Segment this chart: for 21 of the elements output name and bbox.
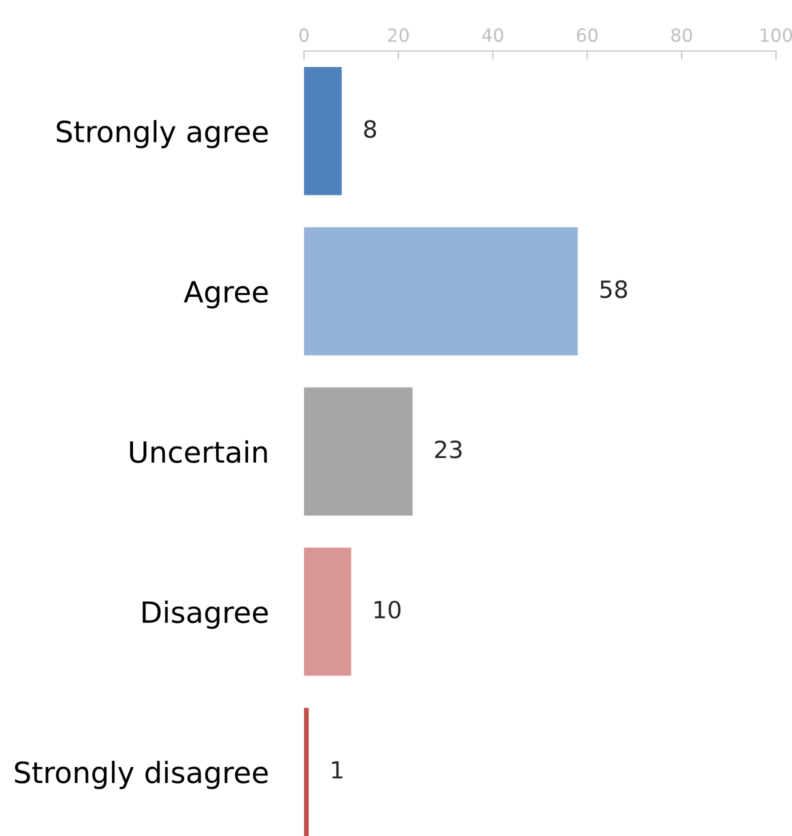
bar (304, 227, 578, 356)
y-tick-label: Strongly disagree (15, 760, 268, 790)
bar (304, 387, 413, 516)
x-tick-label: 60 (576, 28, 598, 42)
y-tick-label: Disagree (142, 600, 268, 629)
y-tick-label: Strongly agree (56, 120, 268, 148)
bar (304, 708, 309, 836)
x-tick-label: 100 (760, 28, 792, 42)
x-tick-label: 0 (299, 28, 309, 42)
y-tick-label: Agree (184, 281, 268, 308)
data-label: 10 (374, 600, 401, 619)
data-label: 8 (364, 120, 376, 138)
y-tick-label: Uncertain (130, 440, 267, 464)
data-label: 1 (332, 761, 342, 778)
bar (304, 67, 342, 196)
data-label: 23 (435, 440, 462, 458)
x-tick-label: 80 (671, 28, 692, 42)
bar (304, 548, 352, 676)
x-tick-label: 20 (388, 28, 409, 42)
data-label: 58 (600, 280, 628, 298)
x-tick-label: 40 (482, 28, 504, 42)
